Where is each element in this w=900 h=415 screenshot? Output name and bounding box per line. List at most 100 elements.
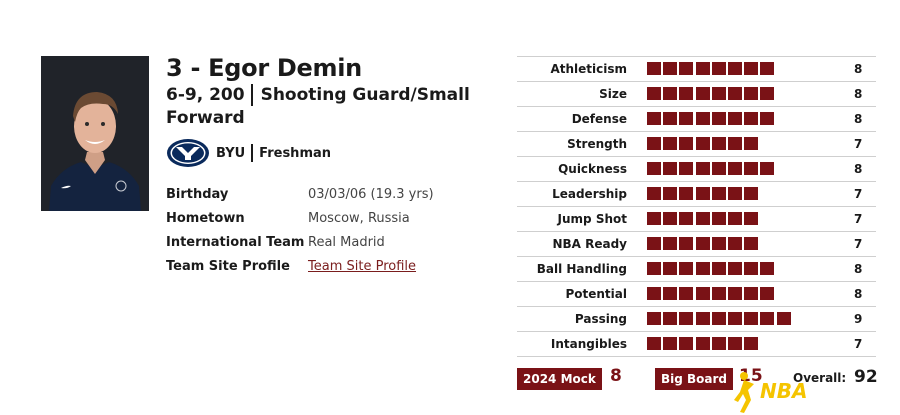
rating-value: 8 xyxy=(854,62,863,76)
rating-label: Size xyxy=(599,87,627,101)
rating-segment xyxy=(663,287,678,300)
rating-segment xyxy=(727,312,742,325)
rating-label: Athleticism xyxy=(550,62,627,76)
rating-segment xyxy=(663,337,678,350)
rating-value: 7 xyxy=(854,187,863,201)
height-weight: 6-9, 200 xyxy=(166,85,245,105)
player-position: Shooting Guard/Small xyxy=(260,85,470,105)
rating-segment xyxy=(647,62,661,75)
rating-segment xyxy=(663,162,678,175)
rating-segment xyxy=(727,62,742,75)
rating-bar xyxy=(647,87,777,100)
rating-segment xyxy=(695,287,710,300)
info-row-birthday: Birthday 03/03/06 (19.3 yrs) xyxy=(166,182,466,206)
rating-segment xyxy=(647,137,661,150)
rating-segment xyxy=(744,262,759,275)
byu-logo-icon xyxy=(167,139,209,167)
rating-row: Defense 8 xyxy=(517,107,876,132)
rating-segment xyxy=(760,312,775,325)
rating-segment xyxy=(711,187,726,200)
rating-row: Quickness 8 xyxy=(517,157,876,182)
rating-segment xyxy=(695,112,710,125)
info-value: Moscow, Russia xyxy=(308,210,410,226)
rating-label: Leadership xyxy=(552,187,627,201)
divider xyxy=(251,144,254,162)
rating-segment xyxy=(679,62,694,75)
rating-bar xyxy=(647,312,793,325)
rating-value: 8 xyxy=(854,287,863,301)
rating-segment xyxy=(727,287,742,300)
rating-segment xyxy=(744,287,759,300)
rating-row: Passing 9 xyxy=(517,307,876,332)
rating-bar xyxy=(647,162,777,175)
rating-segment xyxy=(647,237,661,250)
rating-row: Strength 7 xyxy=(517,132,876,157)
rating-bar xyxy=(647,187,760,200)
player-photo xyxy=(41,56,149,211)
rating-segment xyxy=(647,162,661,175)
rating-segment xyxy=(711,262,726,275)
rating-segment xyxy=(727,112,742,125)
rating-value: 8 xyxy=(854,262,863,276)
rating-segment xyxy=(760,62,775,75)
rating-segment xyxy=(727,162,742,175)
rating-segment xyxy=(663,62,678,75)
rating-segment xyxy=(744,112,759,125)
rating-row: Athleticism 8 xyxy=(517,57,876,82)
rating-segment xyxy=(744,87,759,100)
rating-segment xyxy=(647,212,661,225)
info-row-hometown: Hometown Moscow, Russia xyxy=(166,206,466,230)
mock-badge: 2024 Mock xyxy=(517,368,602,390)
rating-label: Strength xyxy=(567,137,627,151)
rating-segment xyxy=(647,112,661,125)
rating-segment xyxy=(663,212,678,225)
rating-row: Potential 8 xyxy=(517,282,876,307)
rating-value: 7 xyxy=(854,212,863,226)
rating-value: 8 xyxy=(854,162,863,176)
rating-segment xyxy=(695,87,710,100)
rating-segment xyxy=(760,162,775,175)
rating-segment xyxy=(695,312,710,325)
rating-segment xyxy=(695,212,710,225)
rating-value: 8 xyxy=(854,112,863,126)
rating-segment xyxy=(760,112,775,125)
rating-label: Quickness xyxy=(558,162,627,176)
info-label: Team Site Profile xyxy=(166,258,290,274)
rating-segment xyxy=(744,162,759,175)
rating-segment xyxy=(679,187,694,200)
rating-segment xyxy=(679,212,694,225)
rating-bar xyxy=(647,212,760,225)
rating-label: Defense xyxy=(571,112,627,126)
rating-label: NBA Ready xyxy=(552,237,627,251)
rating-label: Jump Shot xyxy=(557,212,627,226)
rating-segment xyxy=(663,237,678,250)
rating-label: Ball Handling xyxy=(536,262,627,276)
rating-segment xyxy=(760,287,775,300)
rating-segment xyxy=(711,212,726,225)
rating-segment xyxy=(711,287,726,300)
rating-segment xyxy=(744,312,759,325)
school-info: BYU Freshman xyxy=(166,138,331,168)
rating-segment xyxy=(727,87,742,100)
rating-segment xyxy=(727,137,742,150)
info-value: Real Madrid xyxy=(308,234,385,250)
rating-bar xyxy=(647,262,777,275)
rating-segment xyxy=(727,337,742,350)
rating-segment xyxy=(711,162,726,175)
divider xyxy=(250,84,253,106)
rating-bar xyxy=(647,112,777,125)
info-row-international-team: International Team Real Madrid xyxy=(166,230,466,254)
rating-value: 7 xyxy=(854,237,863,251)
rating-row: NBA Ready 7 xyxy=(517,232,876,257)
info-label: International Team xyxy=(166,234,305,250)
rating-segment xyxy=(744,212,759,225)
rating-bar xyxy=(647,237,760,250)
player-name: 3 - Egor Demin xyxy=(166,54,362,82)
rating-segment xyxy=(647,87,661,100)
team-site-profile-link[interactable]: Team Site Profile xyxy=(308,258,417,274)
player-position-cont: Forward xyxy=(166,108,245,128)
rating-segment xyxy=(663,112,678,125)
rating-segment xyxy=(679,312,694,325)
rating-segment xyxy=(647,312,661,325)
rating-value: 9 xyxy=(854,312,863,326)
